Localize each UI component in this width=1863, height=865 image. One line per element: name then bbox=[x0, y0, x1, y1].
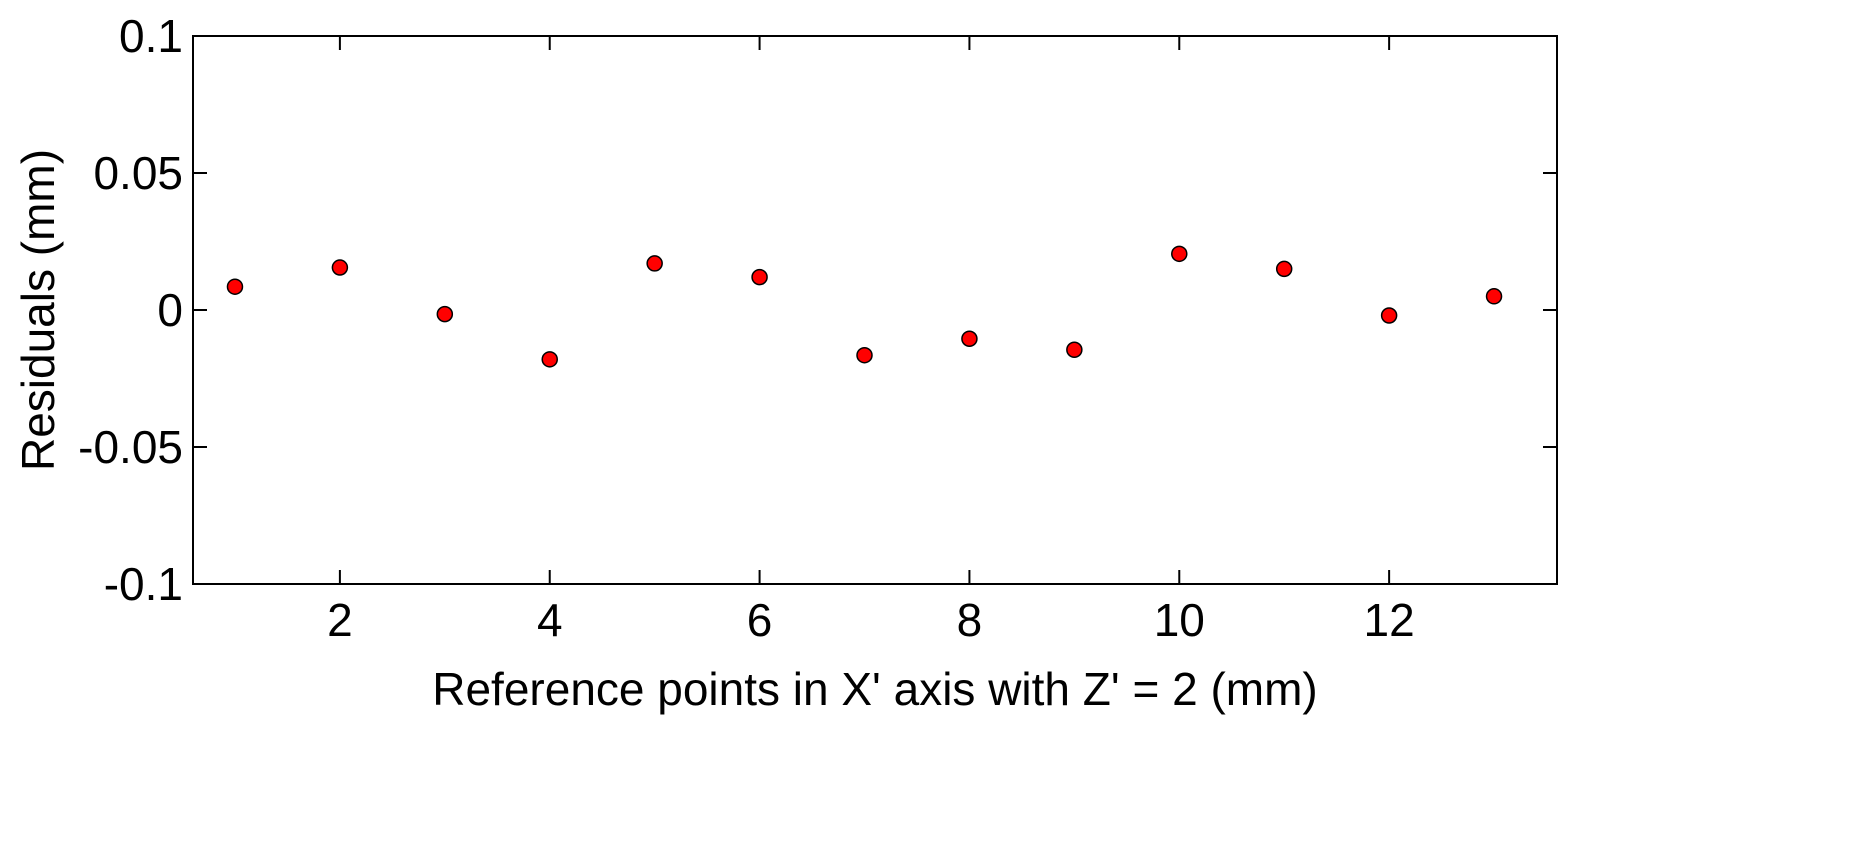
y-tick-label: -0.05 bbox=[78, 421, 183, 473]
y-tick-label: -0.1 bbox=[104, 558, 183, 610]
data-point bbox=[1275, 260, 1293, 278]
data-point bbox=[436, 305, 454, 323]
x-axis-label: Reference points in X' axis with Z' = 2 … bbox=[432, 663, 1317, 715]
data-point bbox=[646, 255, 663, 272]
x-tick-label: 10 bbox=[1154, 594, 1205, 646]
y-axis: 0.1 0.05 0 -0.05 -0.1 bbox=[78, 10, 1557, 610]
y-axis-label: Residuals (mm) bbox=[12, 149, 64, 471]
y-tick-label: 0 bbox=[157, 284, 183, 336]
x-tick-label: 12 bbox=[1364, 594, 1415, 646]
data-point bbox=[751, 268, 768, 286]
data-point bbox=[856, 346, 873, 364]
data-point bbox=[226, 278, 244, 295]
y-tick-label: 0.1 bbox=[119, 10, 183, 62]
x-tick-label: 8 bbox=[957, 594, 983, 646]
data-point bbox=[541, 351, 558, 368]
data-point bbox=[1171, 245, 1188, 263]
data-point bbox=[1380, 307, 1398, 324]
data-point bbox=[331, 259, 349, 276]
data-point bbox=[961, 330, 978, 348]
x-axis: 2 4 6 8 10 12 bbox=[327, 36, 1415, 646]
y-tick-label: 0.05 bbox=[93, 147, 183, 199]
x-tick-label: 4 bbox=[537, 594, 563, 646]
x-tick-label: 2 bbox=[327, 594, 353, 646]
plot-area bbox=[192, 35, 1558, 585]
data-point bbox=[1485, 288, 1503, 305]
x-tick-label: 6 bbox=[747, 594, 773, 646]
data-point bbox=[1066, 341, 1083, 358]
data-points bbox=[226, 245, 1503, 368]
